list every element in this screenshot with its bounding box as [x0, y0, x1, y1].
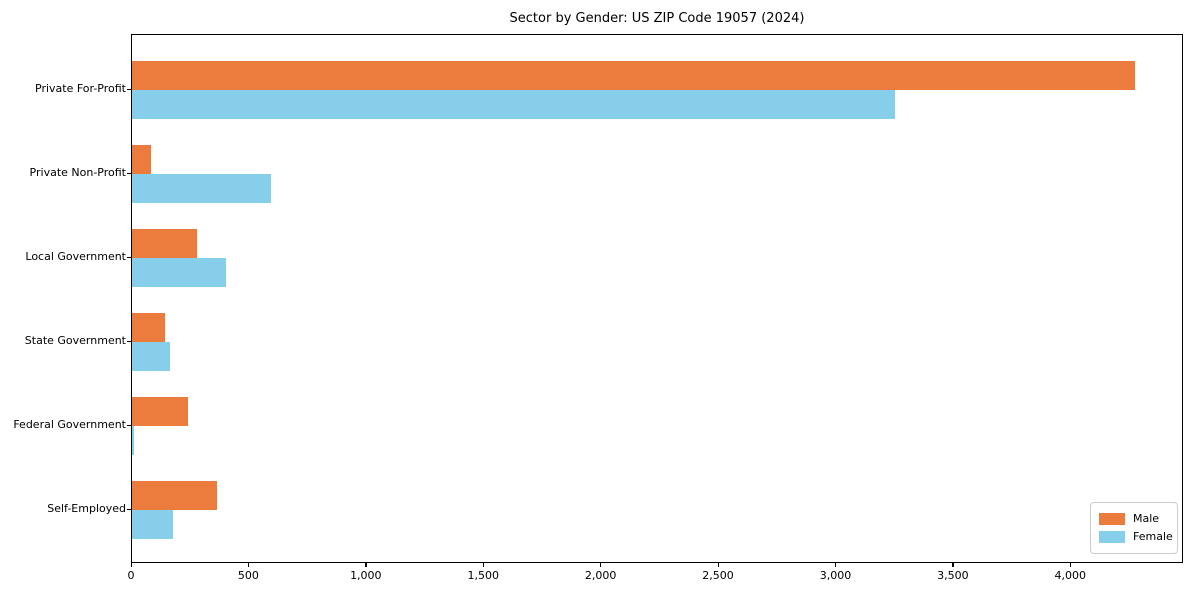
bar-male-3: [132, 313, 165, 342]
legend-entry-male: Male: [1099, 510, 1169, 528]
x-tick-mark: [130, 563, 132, 567]
y-axis-label: Private Non-Profit: [29, 166, 126, 179]
x-tick-mark: [1069, 563, 1072, 567]
x-tick-mark: [834, 563, 837, 567]
bar-female-4: [132, 426, 135, 455]
bar-female-5: [132, 510, 174, 539]
x-tick-label: 1,500: [467, 569, 499, 582]
bar-female-1: [132, 174, 272, 203]
legend-entry-female: Female: [1099, 528, 1173, 546]
y-tick-mark: [127, 173, 131, 175]
legend: Male Female: [1090, 502, 1178, 554]
y-tick-mark: [127, 425, 131, 427]
x-tick-mark: [952, 563, 954, 567]
y-axis-label: State Government: [24, 334, 126, 347]
legend-swatch-male: [1099, 513, 1125, 525]
y-axis-label: Local Government: [25, 250, 126, 263]
legend-label: Female: [1133, 530, 1173, 543]
legend-label: Male: [1133, 512, 1160, 525]
x-tick-mark: [247, 563, 250, 567]
x-tick-label: 2,500: [702, 569, 734, 582]
x-tick-label: 3,500: [937, 569, 969, 582]
chart-title: Sector by Gender: US ZIP Code 19057 (202…: [509, 11, 805, 26]
bar-female-3: [132, 342, 170, 371]
bar-female-2: [132, 258, 226, 287]
x-tick-mark: [717, 563, 719, 567]
bar-male-0: [132, 61, 1136, 90]
x-tick-label: 0: [127, 569, 135, 582]
bar-male-1: [132, 145, 151, 174]
x-tick-label: 2,000: [584, 569, 617, 582]
plot-area: Male Female: [131, 34, 1183, 563]
x-tick-label: 1,000: [350, 569, 382, 582]
x-tick-mark: [365, 563, 367, 567]
bar-male-5: [132, 481, 217, 510]
y-axis-label: Federal Government: [13, 418, 126, 431]
y-tick-mark: [127, 509, 131, 511]
bar-male-4: [132, 397, 188, 426]
legend-swatch-female: [1099, 531, 1125, 543]
bar-male-2: [132, 229, 197, 258]
x-tick-label: 4,000: [1054, 569, 1087, 582]
y-axis-label: Self-Employed: [47, 502, 126, 515]
x-tick-mark: [482, 563, 485, 567]
y-tick-mark: [127, 341, 131, 343]
x-tick-label: 3,000: [819, 569, 852, 582]
x-tick-label: 500: [237, 569, 259, 582]
y-tick-mark: [127, 257, 131, 259]
y-axis-label: Private For-Profit: [35, 82, 126, 95]
bar-female-0: [132, 90, 895, 119]
x-tick-mark: [600, 563, 602, 567]
y-tick-mark: [127, 89, 131, 91]
